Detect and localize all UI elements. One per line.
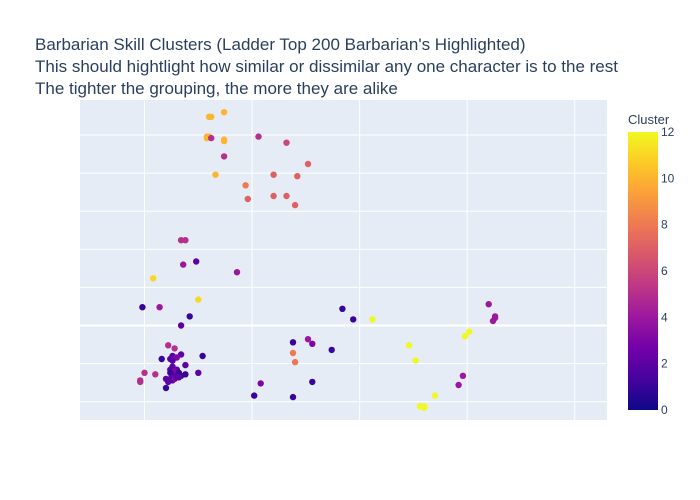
data-point (242, 182, 249, 189)
chart-title-line-3: The tighter the grouping, the more they … (35, 79, 398, 98)
data-point (291, 201, 299, 209)
data-point (182, 361, 189, 369)
data-point (152, 371, 159, 378)
colorbar-title: Cluster (628, 112, 670, 127)
colorbar-tick-label: 6 (661, 264, 668, 278)
data-point (158, 355, 165, 363)
data-point (339, 305, 346, 312)
data-point (461, 333, 469, 340)
data-point (141, 369, 148, 376)
colorbar-tick-label: 2 (661, 357, 668, 371)
data-point (169, 357, 176, 364)
data-point (162, 384, 170, 392)
data-point (350, 316, 357, 323)
data-point (289, 393, 297, 401)
data-point (309, 340, 316, 347)
data-point (294, 173, 301, 180)
data-point (195, 296, 202, 303)
data-point (251, 392, 258, 399)
colorbar-tick-label: 8 (661, 218, 668, 232)
data-point (137, 378, 144, 386)
data-point (270, 171, 277, 178)
colorbar-ticks: 0 2 4 6 8 10 12 (661, 125, 675, 417)
data-point (328, 346, 335, 354)
data-point (220, 136, 228, 143)
data-point (455, 381, 462, 389)
data-point (289, 349, 297, 357)
data-point (244, 195, 251, 203)
data-point (289, 339, 297, 346)
colorbar-tick-label: 12 (661, 125, 675, 139)
data-point (175, 374, 183, 381)
data-point (291, 358, 299, 366)
data-point (412, 357, 419, 364)
data-point (165, 378, 172, 386)
data-point (156, 304, 163, 311)
data-point (195, 369, 202, 376)
data-point (208, 134, 215, 142)
data-point (257, 380, 264, 387)
data-points (137, 109, 499, 411)
data-point (139, 304, 146, 311)
plot-area (80, 100, 607, 420)
chart-title-line-2: This should hightlight how similar or di… (35, 57, 618, 76)
data-point (421, 404, 428, 411)
data-point (369, 316, 376, 323)
chart-title-line-1: Barbarian Skill Clusters (Ladder Top 200… (35, 35, 526, 54)
data-point (309, 378, 316, 386)
data-point (431, 392, 439, 399)
colorbar-tick-label: 4 (661, 310, 668, 324)
data-point (177, 322, 185, 329)
x-gridlines (144, 100, 576, 420)
data-point (199, 352, 206, 360)
data-point (171, 345, 178, 352)
data-point (283, 192, 290, 200)
data-point (220, 109, 228, 116)
data-point (405, 342, 413, 349)
y-gridlines (80, 134, 607, 403)
data-point (208, 113, 215, 121)
colorbar-tick-label: 0 (661, 403, 668, 417)
data-point (233, 269, 241, 276)
data-point (212, 171, 219, 178)
data-point (149, 275, 157, 282)
colorbar-tick-label: 10 (661, 171, 675, 185)
colorbar (628, 132, 658, 410)
data-point (193, 258, 200, 265)
data-point (165, 342, 172, 349)
data-point (186, 313, 193, 320)
data-point (304, 336, 312, 343)
data-point (491, 313, 499, 320)
data-point (485, 301, 492, 308)
data-point (182, 237, 189, 244)
data-point (304, 160, 312, 168)
data-point (255, 133, 262, 140)
data-point (220, 153, 228, 160)
data-point (270, 192, 277, 200)
data-point (283, 139, 290, 146)
data-point (466, 328, 473, 335)
data-point (180, 261, 187, 268)
data-point (459, 372, 467, 379)
